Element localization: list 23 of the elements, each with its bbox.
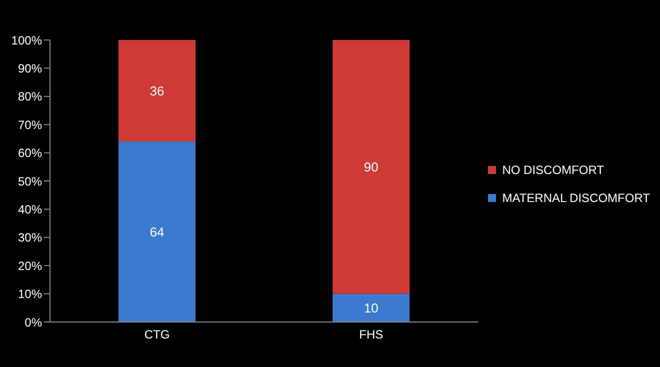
data-label: 10 [364, 300, 378, 316]
bar [332, 294, 410, 322]
bar [118, 142, 196, 322]
data-label: 64 [150, 224, 164, 240]
y-tick-label: 70% [18, 118, 42, 132]
data-label: 90 [364, 160, 378, 175]
y-tick-label: 0% [24, 315, 42, 330]
legend-label: MATERNAL DISCOMFORT [502, 190, 650, 204]
y-tick-label: 100% [11, 33, 42, 48]
x-tick-label: CTG [144, 328, 170, 342]
y-tick-label: 90% [18, 61, 42, 76]
y-tick-label: 30% [18, 230, 42, 245]
bar [332, 40, 410, 294]
y-tick-label: 10% [18, 287, 42, 302]
x-tick-label: FHS [359, 328, 384, 342]
y-tick-label: 20% [18, 258, 42, 273]
y-tick-label: 60% [18, 146, 42, 160]
legend-label: NO DISCOMFORT [502, 162, 604, 176]
y-tick-label: 80% [18, 90, 42, 104]
y-tick-label: 50% [18, 174, 42, 188]
y-tick-label: 40% [18, 202, 42, 216]
bar [118, 40, 196, 142]
data-label: 36 [150, 83, 164, 98]
